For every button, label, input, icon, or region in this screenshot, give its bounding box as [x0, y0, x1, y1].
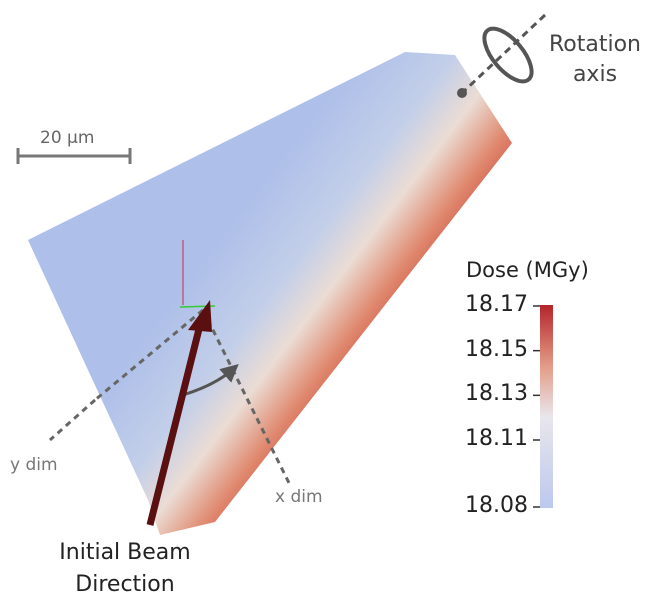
- rotation-arrow: [476, 21, 540, 89]
- rotation-axis-line: [462, 15, 545, 93]
- colorbar: [540, 305, 553, 508]
- figure: 20 µm Rotation axis y dim x dim Initial …: [0, 0, 659, 601]
- x-dim-label: x dim: [275, 487, 323, 507]
- y-dim-label: y dim: [10, 455, 58, 475]
- colorbar-tick-label: 18.11: [465, 426, 528, 451]
- colorbar-tick-label: 18.17: [465, 292, 528, 317]
- colorbar-tick-label: 18.08: [465, 493, 528, 518]
- scale-label: 20 µm: [40, 128, 94, 148]
- scene: [0, 0, 659, 601]
- beam-label: Initial Beam Direction: [30, 537, 220, 601]
- colorbar-tick-label: 18.13: [465, 381, 528, 406]
- rotation-axis-point: [457, 88, 467, 98]
- colorbar-title: Dose (MGy): [466, 258, 589, 282]
- crystal: [28, 52, 512, 535]
- y-dim-line: [50, 400, 95, 440]
- rotation-label: Rotation axis: [540, 30, 650, 90]
- colorbar-tick-label: 18.15: [465, 337, 528, 362]
